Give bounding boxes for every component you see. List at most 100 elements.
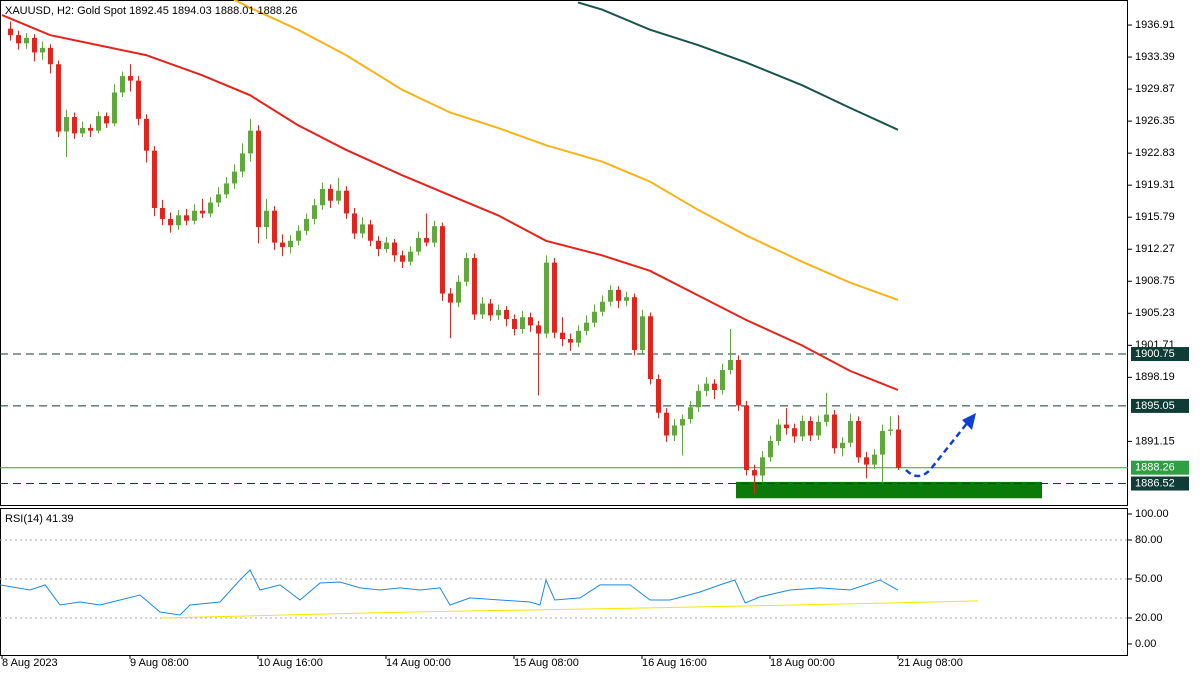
rsi-y-tick-label: 0.00 (1135, 638, 1156, 650)
candle-body (792, 428, 797, 437)
candle-body (552, 262, 557, 333)
candle-body (848, 420, 853, 443)
x-tick-label: 8 Aug 2023 (2, 657, 58, 669)
y-tick-label: 1891.15 (1135, 435, 1175, 447)
y-tick-label: 1919.31 (1135, 179, 1175, 191)
candle-body (384, 242, 389, 249)
candle-body (88, 127, 93, 131)
candle-body (512, 319, 517, 330)
candle-body (840, 442, 845, 449)
y-tick-label: 1898.19 (1135, 371, 1175, 383)
candle-body (464, 258, 469, 282)
candle-body (416, 238, 421, 252)
candle-body (256, 130, 261, 228)
y-tick-label: 1915.79 (1135, 211, 1175, 223)
candle-body (64, 117, 69, 132)
candle-body (168, 218, 173, 226)
candle-body (760, 457, 765, 476)
x-tick-label: 18 Aug 00:00 (770, 657, 835, 669)
moving-average (233, 0, 899, 301)
y-tick-label: 1912.27 (1135, 243, 1175, 255)
candle-body (352, 213, 357, 234)
candle-body (392, 242, 397, 256)
candle-body (280, 242, 285, 248)
candle-body (272, 210, 277, 243)
candle-body (176, 215, 181, 226)
rsi-y-tick-label: 80.00 (1135, 534, 1163, 546)
x-tick-label: 16 Aug 16:00 (642, 657, 707, 669)
forecast-arrow (905, 421, 969, 478)
candle-body (704, 383, 709, 391)
candle-body (40, 47, 45, 53)
candle-body (864, 457, 869, 465)
candle-body (224, 183, 229, 195)
candle-body (896, 429, 901, 468)
candle-body (472, 258, 477, 315)
candle-body (120, 76, 125, 93)
candle-body (200, 210, 205, 214)
moving-average (1, 14, 899, 391)
candle-body (152, 150, 157, 209)
candle-body (800, 420, 805, 437)
candle-body (832, 414, 837, 449)
candle-body (504, 309, 509, 320)
candle-body (640, 316, 645, 350)
candle-body (600, 301, 605, 312)
candle-body (768, 440, 773, 458)
candle-body (128, 76, 133, 81)
x-tick-label: 15 Aug 08:00 (514, 657, 579, 669)
candle-body (536, 325, 541, 334)
rsi-y-tick-label: 20.00 (1135, 612, 1163, 624)
candle-body (56, 64, 61, 132)
candle-body (520, 317, 525, 330)
candle-body (664, 412, 669, 436)
level-label: 1888.26 (1135, 462, 1175, 474)
level-label: 1900.75 (1135, 348, 1175, 360)
candle-body (576, 330, 581, 343)
candle-body (432, 226, 437, 243)
candle-body (32, 37, 37, 53)
candle-body (288, 240, 293, 248)
indicator-title: RSI(14) 41.39 (5, 513, 73, 525)
candle-body (888, 429, 893, 431)
candle-body (80, 127, 85, 134)
candle-body (688, 407, 693, 420)
candle-body (696, 390, 701, 408)
y-tick-label: 1926.35 (1135, 115, 1175, 127)
candle-body (400, 255, 405, 262)
candle-body (440, 226, 445, 294)
candle-body (784, 424, 789, 429)
level-label-box (1131, 476, 1189, 491)
x-tick-label: 21 Aug 08:00 (898, 657, 963, 669)
candle-body (360, 224, 365, 234)
candle-body (824, 414, 829, 422)
candle-body (632, 297, 637, 350)
candle-body (856, 420, 861, 458)
candle-body (104, 116, 109, 124)
x-tick-label: 9 Aug 08:00 (130, 657, 189, 669)
candle-body (752, 470, 757, 476)
moving-average (577, 1, 899, 131)
candle-body (528, 317, 533, 326)
candle-body (544, 262, 549, 334)
candle-body (408, 251, 413, 262)
rsi-line (0, 569, 899, 616)
rsi-line (161, 600, 979, 619)
candle-body (320, 188, 325, 206)
rsi-y-tick-label: 50.00 (1135, 573, 1163, 585)
candle-body (728, 359, 733, 370)
y-tick-label: 1908.75 (1135, 275, 1175, 287)
candle-body (480, 303, 485, 315)
level-label-box (1131, 347, 1189, 362)
candle-body (616, 289, 621, 301)
candle-body (304, 218, 309, 231)
candle-body (424, 238, 429, 243)
candle-body (112, 92, 117, 124)
candle-body (160, 208, 165, 219)
candle-body (344, 190, 349, 214)
candle-body (880, 430, 885, 455)
arrow-head (962, 413, 976, 430)
candle-body (296, 230, 301, 241)
candle-body (72, 117, 77, 134)
